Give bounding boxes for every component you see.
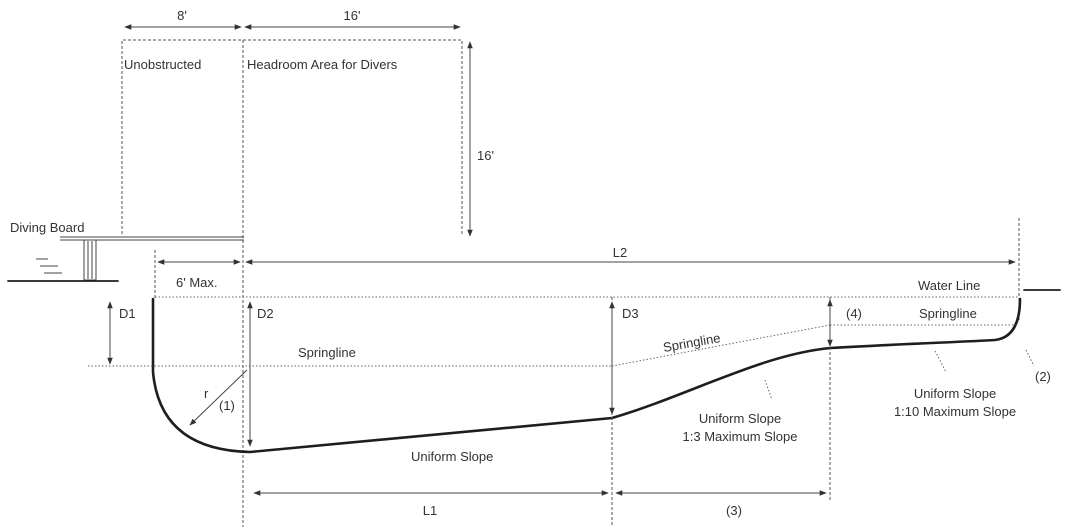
- diving-board: Diving Board: [7, 220, 244, 282]
- dim-8ft: 8': [177, 8, 187, 23]
- slope-bottom-label: Uniform Slope: [411, 449, 493, 464]
- note-2: (2): [1035, 369, 1051, 384]
- dim-16ft-top: 16': [344, 8, 361, 23]
- note-4: (4): [846, 306, 862, 321]
- note-3: (3): [726, 503, 742, 518]
- slope-right-label-1: Uniform Slope: [914, 386, 996, 401]
- radius-arrow: [189, 369, 248, 426]
- note-1: (1): [219, 398, 235, 413]
- dim-d2: D2: [257, 306, 274, 321]
- dim-l2: L2: [613, 245, 627, 260]
- dim-d3: D3: [622, 306, 639, 321]
- dim-l1: L1: [423, 503, 437, 518]
- pool-profile: [151, 297, 1022, 454]
- springline-shallow-label: Springline: [919, 306, 977, 321]
- springline-deep-label: Springline: [298, 345, 356, 360]
- headroom-label-left: Unobstructed: [124, 57, 201, 72]
- water-line-label: Water Line: [918, 278, 980, 293]
- dim-16ft-height: 16': [477, 148, 494, 163]
- dim-d1: D1: [119, 306, 136, 321]
- slope-right-label-2: 1:10 Maximum Slope: [894, 404, 1016, 419]
- headroom-label-right: Headroom Area for Divers: [247, 57, 398, 72]
- diving-board-stand: [83, 239, 97, 281]
- diving-board-label: Diving Board: [10, 220, 84, 235]
- radius-label: r: [204, 386, 209, 401]
- slope-mid-label-2: 1:3 Maximum Slope: [683, 429, 798, 444]
- springline-transition: [611, 324, 831, 367]
- slope-mid-label-1: Uniform Slope: [699, 411, 781, 426]
- headroom-area: 8' 16' 16' Unobstructed Headroom Area fo…: [121, 8, 494, 527]
- headroom-box-outline: [121, 39, 463, 234]
- dim-6ft-max: 6' Max.: [176, 275, 218, 290]
